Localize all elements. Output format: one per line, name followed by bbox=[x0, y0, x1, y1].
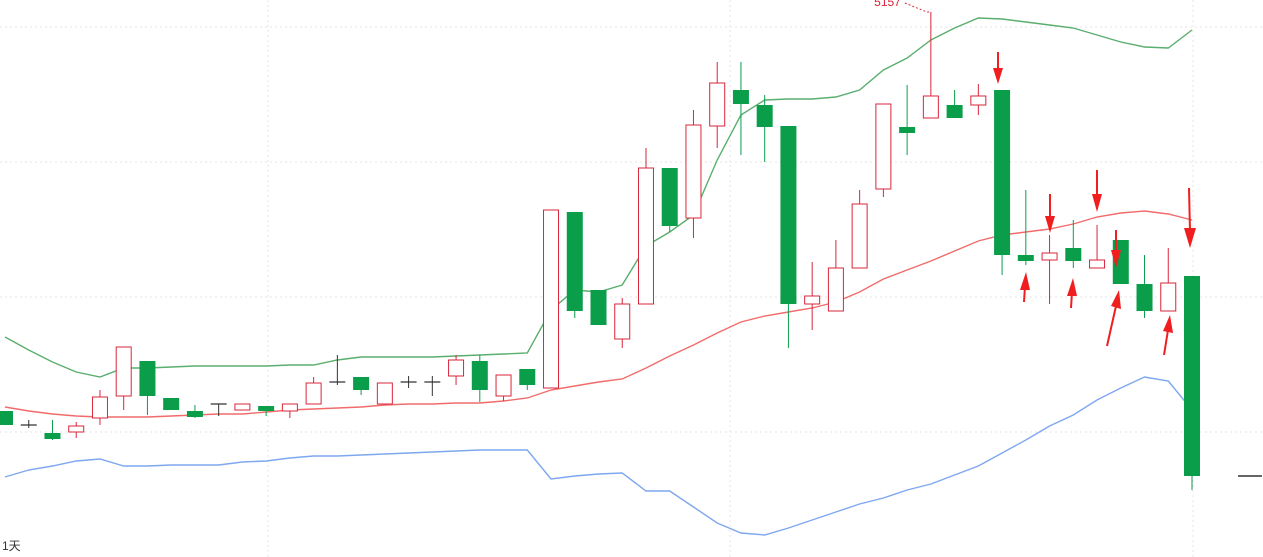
arrow-down bbox=[1045, 194, 1055, 233]
candle-body bbox=[68, 425, 85, 433]
arrow-up bbox=[1106, 290, 1121, 347]
arrow-down bbox=[1092, 170, 1102, 212]
candle-body bbox=[614, 303, 631, 340]
candle-body bbox=[519, 369, 536, 385]
plot: 5157 bbox=[0, 0, 1200, 536]
max-label: 5157 bbox=[874, 0, 901, 9]
candle-body bbox=[44, 433, 61, 439]
annotations bbox=[993, 52, 1196, 356]
candle-body bbox=[780, 126, 797, 304]
candle-body bbox=[305, 382, 322, 405]
candle-body bbox=[709, 82, 726, 127]
candle-body bbox=[186, 411, 203, 417]
candle-body bbox=[566, 212, 583, 311]
candle-body bbox=[91, 396, 108, 419]
candle-body bbox=[1184, 276, 1200, 476]
candle-body bbox=[732, 90, 749, 104]
candle-body bbox=[590, 290, 607, 325]
candle-body bbox=[1160, 282, 1177, 312]
candle-body bbox=[899, 127, 916, 133]
candle-body bbox=[115, 346, 132, 397]
candle-body bbox=[543, 209, 560, 389]
candle-body bbox=[827, 267, 844, 312]
candle-body bbox=[875, 103, 892, 190]
candle-body bbox=[495, 374, 512, 397]
candle-body bbox=[353, 377, 370, 390]
candle-body bbox=[637, 167, 654, 305]
arrow-up bbox=[1067, 278, 1077, 309]
candle-body bbox=[1065, 248, 1082, 261]
candle-body bbox=[0, 411, 13, 425]
band-line bbox=[4, 376, 1193, 536]
candle-body bbox=[448, 359, 465, 377]
candle-body bbox=[1041, 252, 1058, 261]
candle-body bbox=[258, 406, 275, 411]
candle-body bbox=[1017, 255, 1034, 261]
candle-body bbox=[851, 203, 868, 269]
candle-body bbox=[376, 382, 393, 405]
arrow-down bbox=[1184, 187, 1196, 248]
arrow-down bbox=[1111, 230, 1121, 268]
candle-body bbox=[946, 105, 963, 118]
candle-body bbox=[804, 295, 821, 305]
arrow-up bbox=[1163, 315, 1173, 356]
arrow-up bbox=[1020, 272, 1030, 303]
candle-body bbox=[685, 124, 702, 219]
candle-body bbox=[281, 403, 298, 412]
max-leader bbox=[904, 2, 931, 13]
candle-body bbox=[139, 361, 156, 396]
candle-body bbox=[1136, 284, 1153, 311]
candle-body bbox=[163, 398, 180, 410]
candle-body bbox=[994, 90, 1011, 255]
candle-body bbox=[1089, 259, 1106, 269]
candle-body bbox=[234, 403, 251, 411]
candle-body bbox=[970, 95, 987, 106]
candle-body bbox=[922, 95, 939, 119]
candle-body bbox=[471, 361, 488, 390]
arrow-down bbox=[993, 52, 1003, 84]
candle-body bbox=[756, 105, 773, 127]
candle-body bbox=[661, 168, 678, 226]
period-label: 1天 bbox=[2, 539, 21, 553]
